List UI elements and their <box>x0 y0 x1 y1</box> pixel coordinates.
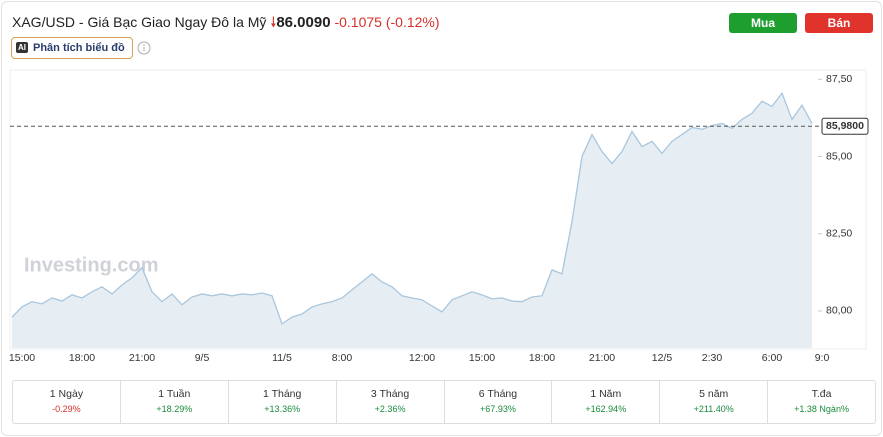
analysis-button[interactable]: AI Phân tích biểu đồ <box>11 37 133 59</box>
ai-badge: AI <box>16 42 28 53</box>
period-label: 6 Tháng <box>478 388 518 400</box>
period-change: +13.36% <box>264 404 301 414</box>
period-change: +2.36% <box>374 404 406 414</box>
period-label: 1 Tháng <box>263 388 302 400</box>
down-arrow: 🠗 <box>270 14 277 30</box>
period-label: 5 năm <box>699 388 729 400</box>
x-tick-label: 21:00 <box>589 352 615 364</box>
chart: Investing.com 87,50 85,00 82,50 80,00 15:00 1… <box>9 69 869 364</box>
change-pct: (-0.12%) <box>385 14 440 30</box>
price-line <box>11 91 813 325</box>
y-tick-label: 82,50 <box>826 227 852 239</box>
info-icon[interactable] <box>137 41 151 55</box>
period-label: 1 Ngày <box>49 388 84 400</box>
period[interactable]: 6 Tháng +67.93% <box>445 381 553 423</box>
price: 86.0090 <box>276 14 331 31</box>
period-change: +18.29% <box>156 404 193 414</box>
y-tick-label: 80,00 <box>826 305 852 317</box>
period-label: 1 Tuần <box>158 388 191 400</box>
x-tick-label: 2:30 <box>702 352 723 364</box>
period-change: +162.94% <box>585 404 627 414</box>
x-tick-label: 6:00 <box>762 352 783 364</box>
y-tick-label: 87,50 <box>826 73 852 85</box>
change: -0.1075 <box>334 14 382 30</box>
x-tick-label: 21:00 <box>129 352 155 364</box>
period-label: 1 Năm <box>590 388 622 400</box>
periods: 1 Ngày -0.29% 1 Tuần +18.29% 1 Tháng +13.36% 3… <box>12 380 876 424</box>
current-price-label: 85,9800 <box>826 120 864 132</box>
area-fill <box>12 93 812 349</box>
current-price-box <box>821 117 869 135</box>
period-label: 3 Tháng <box>370 388 410 400</box>
period[interactable]: 5 năm +211.40% <box>660 381 769 423</box>
buy-button[interactable]: Mua <box>729 13 797 33</box>
y-tick-label: 85,00 <box>826 150 852 162</box>
period-change: +67.93% <box>480 404 516 414</box>
x-tick-label: 11/5 <box>272 352 292 364</box>
period-change: +211.40% <box>693 404 734 414</box>
period-label: T.đa <box>811 388 832 400</box>
watermark: Investing.com <box>24 254 158 276</box>
header: XAG/USD - Giá Bạc Giao Ngay Đô la Mỹ 🠗86… <box>12 12 440 36</box>
period-change: -0.29% <box>52 404 81 414</box>
period[interactable]: T.đa +1.38 Ngàn% <box>768 381 875 423</box>
analysis-label: Phân tích biểu đồ <box>33 42 125 54</box>
period[interactable]: 1 Tháng +13.36% <box>229 381 337 423</box>
x-tick-label: 12:00 <box>409 352 435 364</box>
period[interactable]: 1 Tuần +18.29% <box>121 381 229 423</box>
title: XAG/USD - Giá Bạc Giao Ngay Đô la Mỹ <box>12 14 267 30</box>
x-tick-label: 15:00 <box>9 352 35 364</box>
x-tick-label: 18:00 <box>529 352 555 364</box>
x-tick-label: 9:0 <box>815 352 830 364</box>
period-change: +1.38 Ngàn% <box>794 404 849 414</box>
period[interactable]: 1 Ngày -0.29% <box>13 381 121 423</box>
x-tick-label: 8:00 <box>332 352 353 364</box>
period[interactable]: 3 Tháng +2.36% <box>337 381 445 423</box>
plot-frame <box>9 69 867 350</box>
period[interactable]: 1 Năm +162.94% <box>552 381 661 423</box>
x-tick-label: 15:00 <box>469 352 495 364</box>
x-tick-label: 9/5 <box>195 352 210 364</box>
x-tick-label: 12/5 <box>652 352 673 364</box>
x-tick-label: 18:00 <box>69 352 95 364</box>
sell-button[interactable]: Bán <box>805 13 873 33</box>
